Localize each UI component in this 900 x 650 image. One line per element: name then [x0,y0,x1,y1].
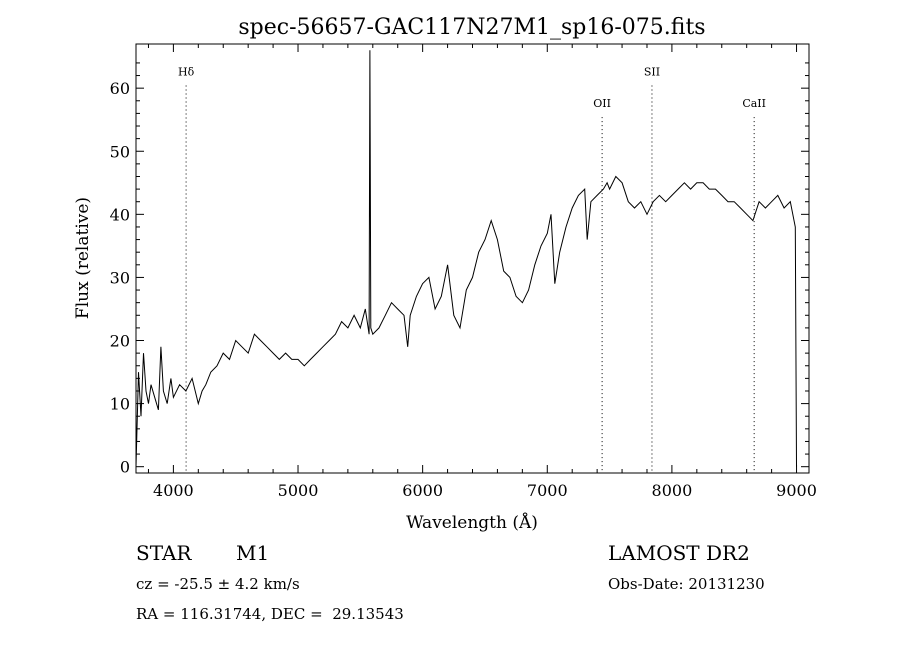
annotation-label: CaII [742,97,766,110]
y-tick-label: 40 [110,205,130,224]
chart-title: spec-56657-GAC117N27M1_sp16-075.fits [238,15,705,40]
x-tick-label: 8000 [652,481,693,500]
y-axis-label: Flux (relative) [73,197,93,319]
x-tick-label: 7000 [527,481,568,500]
plot-frame [135,43,810,474]
y-tick-label: 60 [110,79,130,98]
line-annotations: Hδ OII SII CaII [178,66,766,473]
annotation-label: Hδ [178,66,195,79]
x-axis-label: Wavelength (Å) [406,512,538,533]
y-tick-label: 30 [110,268,130,287]
spectrum-line [135,50,797,467]
redshift-text: cz = -25.5 ± 4.2 km/s [136,575,300,593]
object-class: STAR [136,541,192,565]
y-tick-label: 20 [110,332,130,351]
y-tick-label: 10 [110,395,130,414]
object-subclass: M1 [236,541,270,565]
x-tick-label: 9000 [776,481,817,500]
obs-date-text: Obs-Date: 20131230 [608,575,765,593]
coordinates-text: RA = 116.31744, DEC = 29.13543 [136,605,404,623]
annotation-label: SII [644,66,660,79]
x-tick-label: 4000 [153,481,194,500]
y-tick-label: 50 [110,142,130,161]
survey-name: LAMOST DR2 [608,541,750,565]
x-tick-label: 5000 [278,481,319,500]
x-tick-label: 6000 [402,481,443,500]
annotation-label: OII [593,97,611,110]
axis-ticks: 4000 5000 6000 7000 8000 9000 0 10 20 30 40 50 60 [110,44,817,500]
y-tick-label: 0 [120,458,130,477]
